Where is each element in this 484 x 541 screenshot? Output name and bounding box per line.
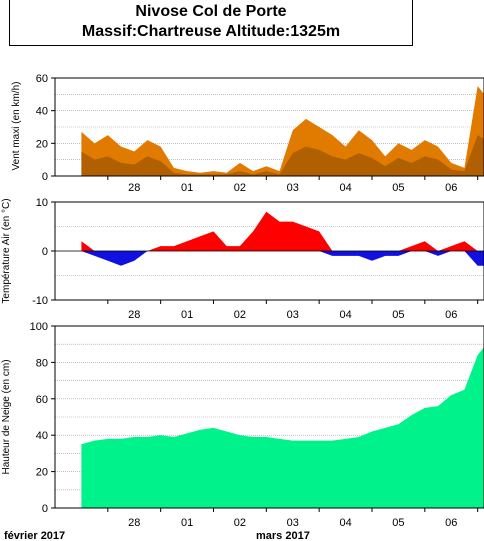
- x-tick-label: 04: [339, 182, 351, 194]
- y-tick-label: 10: [36, 197, 48, 209]
- y-tick-label: 0: [42, 246, 48, 258]
- x-tick-label: 06: [445, 309, 457, 321]
- x-tick-label: 05: [392, 517, 404, 529]
- x-tick-label: 06: [445, 517, 457, 529]
- x-tick-label: 01: [181, 309, 193, 321]
- y-tick-label: 60: [36, 73, 48, 85]
- y-tick-label: 0: [42, 171, 48, 183]
- temperature-ylabel: Température Air (en °C): [1, 198, 12, 303]
- chart-title-box: Nivose Col de Porte Massif:Chartreuse Al…: [9, 0, 413, 46]
- x-tick-label: 04: [339, 309, 351, 321]
- chart-title: Nivose Col de Porte: [135, 3, 287, 20]
- month-label-march: mars 2017: [256, 530, 310, 541]
- chart-subtitle: Massif:Chartreuse Altitude:1325m: [81, 23, 341, 40]
- snow-plot-frame: [54, 325, 484, 509]
- y-tick-label: -10: [32, 295, 48, 307]
- y-tick-label: 20: [36, 467, 48, 479]
- x-tick-label: 04: [339, 517, 351, 529]
- snow-depth-area: [81, 347, 484, 508]
- wind-plot-frame: [54, 77, 484, 177]
- wind-mean-area: [81, 135, 484, 176]
- temperature-negative-area: [81, 251, 484, 266]
- temperature-panel: Température Air (en °C) -10 0 10 28 01 02 03 0…: [1, 197, 484, 321]
- x-tick-label: 01: [181, 517, 193, 529]
- x-tick-label: 02: [234, 517, 246, 529]
- temperature-positive-area: [81, 211, 484, 251]
- wind-ylabel: Vent maxi (en km/h): [11, 82, 22, 171]
- y-tick-label: 40: [36, 106, 48, 118]
- x-tick-label: 05: [392, 309, 404, 321]
- y-tick-label: 80: [36, 357, 48, 369]
- y-tick-label: 0: [42, 503, 48, 515]
- x-tick-label: 28: [128, 309, 140, 321]
- x-tick-label: 02: [234, 309, 246, 321]
- snow-ylabel: Hauteur de Neige (en cm): [1, 359, 12, 474]
- x-tick-label: 03: [287, 309, 299, 321]
- x-tick-label: 03: [287, 182, 299, 194]
- y-tick-label: 20: [36, 138, 48, 150]
- x-tick-label: 01: [181, 182, 193, 194]
- x-tick-label: 06: [445, 182, 457, 194]
- y-tick-label: 100: [30, 321, 48, 333]
- y-tick-label: 60: [36, 394, 48, 406]
- x-tick-label: 05: [392, 182, 404, 194]
- y-tick-label: 40: [36, 430, 48, 442]
- x-tick-label: 02: [234, 182, 246, 194]
- x-tick-label: 28: [128, 517, 140, 529]
- x-tick-label: 03: [287, 517, 299, 529]
- x-tick-label: 28: [128, 182, 140, 194]
- wind-panel: Vent maxi (en km/h) 0 20 40 60 28 01 02 03 04 05…: [11, 73, 484, 194]
- month-label-february: février 2017: [4, 530, 65, 541]
